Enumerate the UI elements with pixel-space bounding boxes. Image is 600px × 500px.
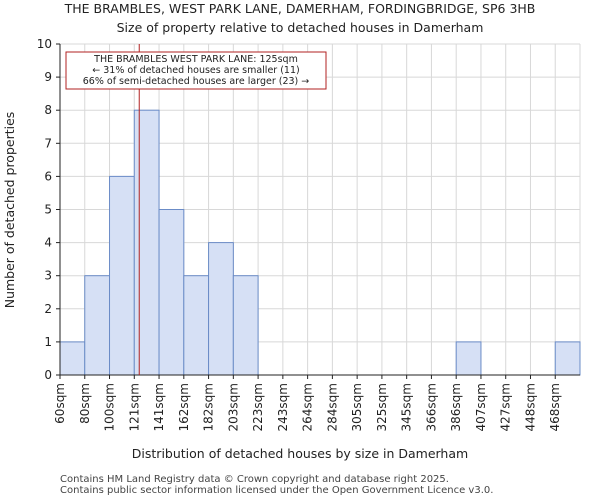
y-tick-label: 6 <box>44 169 52 183</box>
bar <box>109 175 135 376</box>
x-tick-label: 243sqm <box>276 383 290 431</box>
x-tick-label: 448sqm <box>523 383 537 431</box>
bar <box>183 275 210 376</box>
bar <box>84 275 111 376</box>
y-tick-label: 7 <box>44 136 52 150</box>
annotation-line: THE BRAMBLES WEST PARK LANE: 125sqm <box>93 54 298 65</box>
x-tick-label: 223sqm <box>251 383 265 431</box>
x-tick-label: 468sqm <box>548 383 562 431</box>
footer-licence: Contains public sector information licen… <box>60 485 494 496</box>
x-tick-label: 121sqm <box>127 383 141 431</box>
bar <box>59 341 86 376</box>
y-tick-label: 8 <box>44 103 52 117</box>
x-tick-label: 284sqm <box>325 383 339 431</box>
x-tick-label: 305sqm <box>350 383 364 431</box>
x-tick-label: 60sqm <box>53 383 67 424</box>
bar <box>232 275 259 376</box>
x-tick-label: 386sqm <box>449 383 463 431</box>
x-tick-label: 100sqm <box>103 383 117 431</box>
x-tick-label: 366sqm <box>424 383 438 431</box>
chart-subtitle: Size of property relative to detached ho… <box>117 20 484 35</box>
annotation-line: ← 31% of detached houses are smaller (11… <box>92 65 299 76</box>
x-tick-label: 162sqm <box>177 383 191 431</box>
y-tick-label: 0 <box>44 368 52 382</box>
bar <box>554 341 581 376</box>
x-tick-label: 264sqm <box>301 383 315 431</box>
x-tick-label: 182sqm <box>202 383 216 431</box>
y-tick-label: 1 <box>44 335 52 349</box>
bar <box>455 341 482 376</box>
chart-title: THE BRAMBLES, WEST PARK LANE, DAMERHAM, … <box>64 1 536 16</box>
x-tick-label: 203sqm <box>226 383 240 431</box>
annotation-box <box>65 51 327 90</box>
x-tick-label: 325sqm <box>375 383 389 431</box>
y-tick-label: 4 <box>44 236 52 250</box>
y-axis-label: Number of detached properties <box>2 112 17 309</box>
footer-copyright: Contains HM Land Registry data © Crown c… <box>60 474 449 485</box>
bar <box>158 209 185 376</box>
plot-area: 0 1 2 3 4 5 6 7 8 9 10 60sqm 80sqm 100sqm 121sqm 141sqm… <box>37 37 581 431</box>
y-tick-label: 10 <box>37 37 52 51</box>
y-tick-label: 2 <box>44 302 52 316</box>
x-tick-label: 427sqm <box>499 383 513 431</box>
y-tick-label: 3 <box>44 269 52 283</box>
bar <box>133 109 160 376</box>
x-tick-label: 80sqm <box>78 383 92 424</box>
x-axis-label: Distribution of detached houses by size … <box>132 446 468 461</box>
bar <box>208 242 234 376</box>
y-tick-label: 9 <box>44 70 52 84</box>
y-tick-label: 5 <box>44 203 52 217</box>
x-tick-label: 141sqm <box>152 383 166 431</box>
x-tick-label: 345sqm <box>400 383 414 431</box>
annotation-line: 66% of semi-detached houses are larger (… <box>83 76 310 87</box>
x-tick-label: 407sqm <box>474 383 488 431</box>
